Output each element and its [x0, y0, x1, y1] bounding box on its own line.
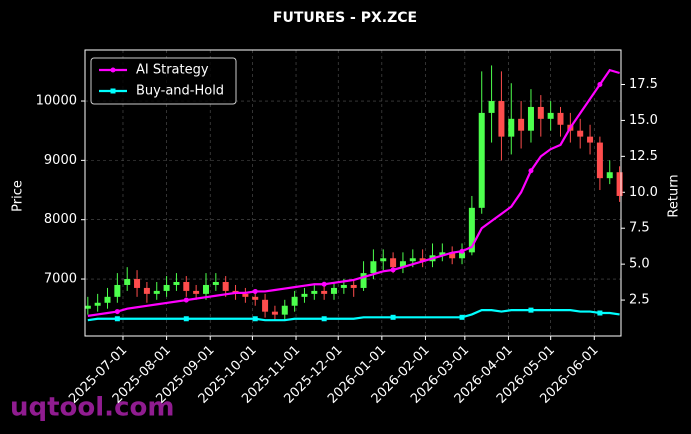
watermark: uqtool.com	[10, 393, 174, 423]
candle-body	[370, 261, 377, 274]
candle-body	[252, 296, 259, 300]
y-tick-label: 8000	[44, 212, 77, 227]
candle-body	[301, 293, 308, 297]
line-marker	[597, 81, 603, 87]
legend-marker	[110, 67, 116, 73]
line-marker	[597, 310, 603, 316]
y-axis-label: Price	[11, 180, 26, 212]
candle-body	[518, 118, 525, 131]
candle-body	[311, 290, 318, 294]
candle-body	[488, 101, 495, 113]
legend-label: Buy-and-Hold	[136, 84, 224, 99]
line-marker	[114, 309, 120, 315]
candle-body	[498, 101, 505, 137]
y2-tick-label: 2.5	[629, 293, 650, 308]
candle-body	[321, 290, 328, 294]
candle-body	[134, 279, 141, 288]
candle-body	[409, 258, 416, 262]
candle-body	[527, 106, 534, 131]
candle-body	[449, 252, 456, 259]
candle-body	[291, 296, 298, 306]
candle-body	[104, 296, 111, 303]
candle-body	[331, 287, 338, 294]
candle-body	[399, 261, 406, 268]
candle-body	[153, 290, 160, 294]
line-marker	[183, 316, 189, 322]
y2-tick-label: 10.0	[629, 185, 658, 200]
candle-body	[340, 284, 347, 288]
plot-frame	[84, 49, 622, 337]
y2-tick-label: 17.5	[629, 77, 658, 92]
line-marker	[114, 316, 120, 322]
candle-body	[360, 273, 367, 288]
line-marker	[252, 288, 258, 294]
line-marker	[321, 281, 327, 287]
candle-body	[212, 282, 219, 285]
y2-tick-label: 12.5	[629, 149, 658, 164]
line-marker	[528, 307, 534, 313]
candle-body	[202, 284, 209, 294]
line-marker	[183, 297, 189, 303]
line-marker	[528, 168, 534, 174]
candle-body	[143, 287, 150, 294]
candle-body	[380, 258, 387, 262]
candle-body	[262, 299, 269, 312]
candle-body	[242, 293, 249, 297]
candle-body	[537, 106, 544, 119]
legend-label: AI Strategy	[136, 63, 209, 78]
legend-marker	[110, 88, 116, 94]
line-marker	[459, 248, 465, 254]
candle-body	[478, 112, 485, 208]
candle-body	[193, 290, 200, 294]
candle-body	[439, 252, 446, 256]
chart-title: FUTURES - PX.ZCE	[273, 10, 417, 26]
candle-body	[596, 142, 603, 179]
y2-axis-label: Return	[667, 174, 682, 217]
candle-body	[390, 258, 397, 268]
y-tick-label: 7000	[44, 272, 77, 287]
line-marker	[390, 314, 396, 320]
y2-tick-label: 15.0	[629, 113, 658, 128]
candle-body	[616, 172, 623, 196]
candle-body	[419, 258, 426, 262]
candle-body	[281, 305, 288, 315]
candle-body	[547, 112, 554, 119]
candle-body	[222, 282, 229, 291]
candle-body	[459, 252, 466, 259]
y-tick-label: 10000	[36, 94, 77, 109]
candle-body	[468, 207, 475, 253]
line-marker	[390, 267, 396, 273]
candle-body	[577, 130, 584, 137]
candle-body	[114, 284, 121, 297]
line-marker	[321, 316, 327, 322]
candle-body	[350, 284, 357, 288]
candle-body	[508, 118, 515, 137]
candle-body	[163, 284, 170, 291]
candle-body	[124, 279, 131, 285]
candle-body	[173, 282, 180, 285]
y-tick-label: 9000	[44, 153, 77, 168]
line-marker	[459, 314, 465, 320]
y2-tick-label: 5.0	[629, 257, 650, 272]
candle-body	[606, 172, 613, 179]
candle-body	[271, 311, 278, 315]
candle-body	[84, 305, 91, 309]
candle-body	[557, 112, 564, 125]
y2-tick-label: 7.5	[629, 221, 650, 236]
line-marker	[252, 316, 258, 322]
candle-body	[94, 302, 101, 306]
legend-box	[90, 57, 237, 105]
candle-body	[587, 136, 594, 143]
candle-body	[183, 282, 190, 291]
